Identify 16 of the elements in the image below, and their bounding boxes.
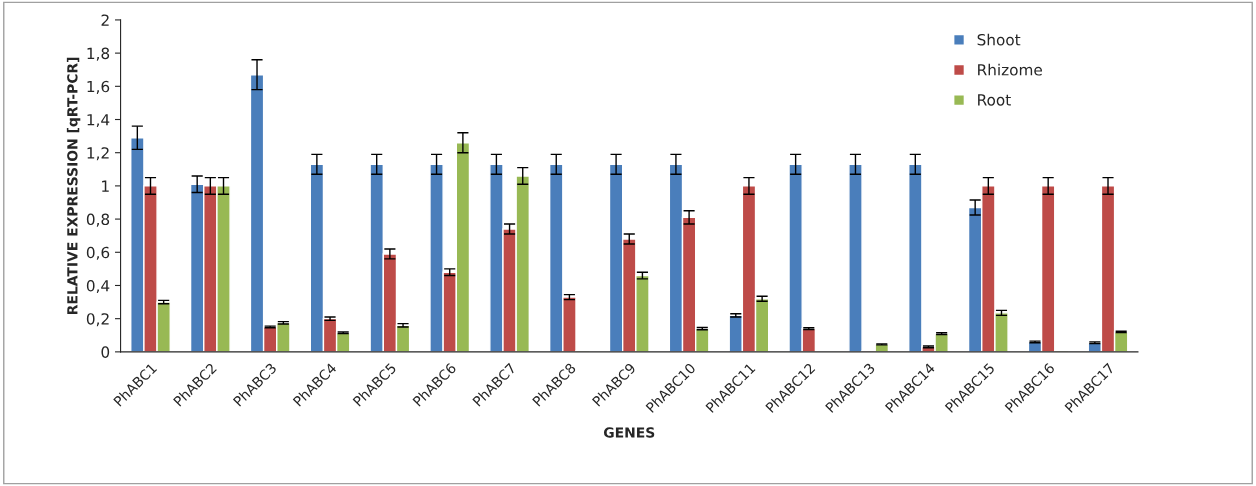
y-tick-label: 0,4 — [86, 279, 110, 294]
y-tick-label: 2 — [101, 14, 109, 26]
y-tick-label: 1,4 — [87, 114, 110, 128]
y-tick-label: 1,8 — [87, 47, 110, 61]
x-axis-title: GENES — [603, 427, 655, 438]
legend-label: Shoot — [977, 33, 1021, 46]
y-tick-label: 0 — [101, 346, 110, 358]
y-tick-label: 1,6 — [87, 80, 110, 94]
y-tick-label: 1,2 — [87, 147, 109, 161]
y-axis-title: RELATIVE EXPRESSION [qRT-PCR] — [66, 57, 81, 314]
y-tick-label: 1 — [102, 180, 109, 192]
y-tick-label: 0,8 — [86, 213, 110, 227]
y-tick-label: 0,2 — [86, 313, 109, 327]
legend-label: Rhizome — [978, 63, 1042, 76]
y-tick-label: 0,6 — [86, 246, 110, 260]
legend-label: Root — [978, 94, 1011, 106]
